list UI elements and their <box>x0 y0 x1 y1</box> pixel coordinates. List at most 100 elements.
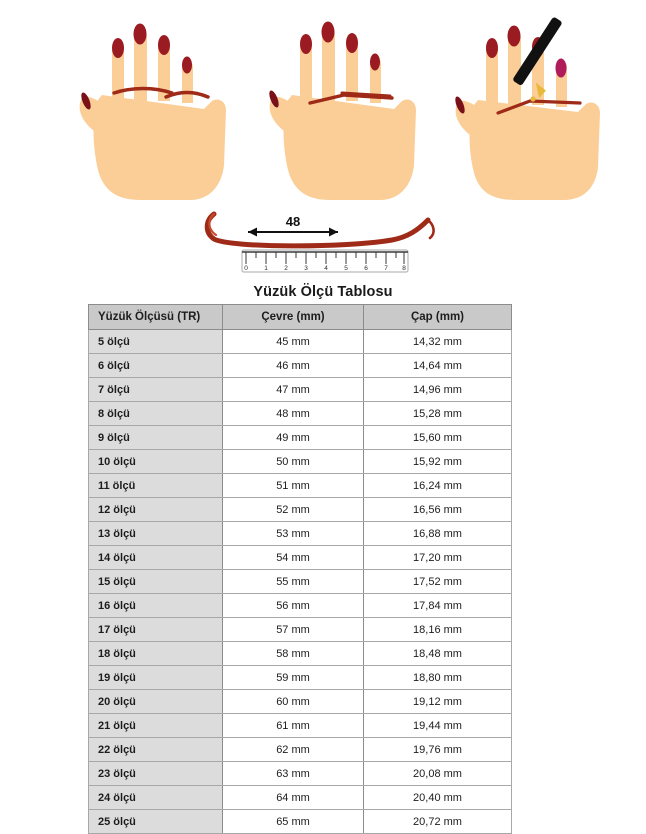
hand-shape <box>269 29 416 200</box>
ruler-tick-8: 8 <box>402 265 406 272</box>
cell-diameter: 14,32 mm <box>363 329 512 354</box>
cell-circumference: 58 mm <box>222 641 364 666</box>
cell-size: 9 ölçü <box>88 425 223 450</box>
cell-size: 15 ölçü <box>88 569 223 594</box>
cell-circumference: 59 mm <box>222 665 364 690</box>
table-row: 22 ölçü 62 mm 19,76 mm <box>88 737 512 762</box>
table-row: 8 ölçü 48 mm 15,28 mm <box>88 401 512 426</box>
table-row: 11 ölçü 51 mm 16,24 mm <box>88 473 512 498</box>
table-row: 18 ölçü 58 mm 18,48 mm <box>88 641 512 666</box>
ruler-tick-labels: 0 1 2 3 4 5 6 7 8 <box>244 265 406 272</box>
cell-diameter: 19,44 mm <box>363 713 512 738</box>
cell-circumference: 54 mm <box>222 545 364 570</box>
measuring-string <box>112 86 210 99</box>
cell-diameter: 18,80 mm <box>363 665 512 690</box>
cell-diameter: 19,12 mm <box>363 689 512 714</box>
ruler-tick-5: 5 <box>344 265 348 272</box>
cell-diameter: 15,60 mm <box>363 425 512 450</box>
cell-circumference: 50 mm <box>222 449 364 474</box>
cell-diameter: 15,92 mm <box>363 449 512 474</box>
fingernails <box>81 23 192 110</box>
page-title: Yüzük Ölçü Tablosu <box>253 284 393 300</box>
measurement-arrow <box>248 227 338 237</box>
cell-size: 5 ölçü <box>88 329 223 354</box>
cell-size: 7 ölçü <box>88 377 223 402</box>
table-row: 7 ölçü 47 mm 14,96 mm <box>88 377 512 402</box>
cell-circumference: 64 mm <box>222 785 364 810</box>
ruler: 0 1 2 3 4 5 6 7 8 <box>241 249 409 273</box>
cell-circumference: 60 mm <box>222 689 364 714</box>
measuring-string <box>308 91 394 105</box>
cell-size: 23 ölçü <box>88 761 223 786</box>
ruler-tick-6: 6 <box>364 265 368 272</box>
cell-size: 12 ölçü <box>88 497 223 522</box>
cell-diameter: 16,24 mm <box>363 473 512 498</box>
cell-size: 24 ölçü <box>88 785 223 810</box>
measuring-string <box>496 99 582 115</box>
table-row: 17 ölçü 57 mm 18,16 mm <box>88 617 512 642</box>
cell-circumference: 53 mm <box>222 521 364 546</box>
cell-size: 11 ölçü <box>88 473 223 498</box>
ruler-tick-2: 2 <box>284 265 288 272</box>
table-row: 15 ölçü 55 mm 17,52 mm <box>88 569 512 594</box>
cell-circumference: 49 mm <box>222 425 364 450</box>
ring-size-table-container: Yüzük Ölçüsü (TR) Çevre (mm) Çap (mm) 5 … <box>88 304 512 834</box>
table-row: 20 ölçü 60 mm 19,12 mm <box>88 689 512 714</box>
cell-circumference: 48 mm <box>222 401 364 426</box>
cell-size: 13 ölçü <box>88 521 223 546</box>
table-row: 19 ölçü 59 mm 18,80 mm <box>88 665 512 690</box>
ring-size-table: Yüzük Ölçüsü (TR) Çevre (mm) Çap (mm) 5 … <box>88 304 512 834</box>
marker-pen <box>513 17 562 102</box>
ruler-tick-4: 4 <box>324 265 328 272</box>
cell-circumference: 46 mm <box>222 353 364 378</box>
cell-diameter: 14,64 mm <box>363 353 512 378</box>
table-row: 25 ölçü 65 mm 20,72 mm <box>88 809 512 834</box>
ruler-tick-0: 0 <box>244 265 248 272</box>
table-body: 5 ölçü 45 mm 14,32 mm 6 ölçü 46 mm 14,64 mm 7 … <box>88 329 512 834</box>
table-row: 10 ölçü 50 mm 15,92 mm <box>88 449 512 474</box>
cell-size: 19 ölçü <box>88 665 223 690</box>
table-row: 14 ölçü 54 mm 17,20 mm <box>88 545 512 570</box>
table-header: Yüzük Ölçüsü (TR) Çevre (mm) Çap (mm) <box>88 304 512 330</box>
cell-size: 6 ölçü <box>88 353 223 378</box>
cell-circumference: 47 mm <box>222 377 364 402</box>
ruler-tick-7: 7 <box>384 265 388 272</box>
cell-diameter: 20,08 mm <box>363 761 512 786</box>
table-row: 12 ölçü 52 mm 16,56 mm <box>88 497 512 522</box>
table-row: 23 ölçü 63 mm 20,08 mm <box>88 761 512 786</box>
cell-circumference: 63 mm <box>222 761 364 786</box>
cell-circumference: 57 mm <box>222 617 364 642</box>
cell-diameter: 19,76 mm <box>363 737 512 762</box>
table-header-row: Yüzük Ölçüsü (TR) Çevre (mm) Çap (mm) <box>88 304 512 330</box>
measured-string <box>204 211 435 249</box>
column-header-diameter: Çap (mm) <box>363 304 512 330</box>
cell-diameter: 18,16 mm <box>363 617 512 642</box>
hand-with-string-around-ring-finger <box>62 5 262 200</box>
hand-with-string-unwrapped <box>252 5 452 200</box>
cell-diameter: 16,88 mm <box>363 521 512 546</box>
table-row: 24 ölçü 64 mm 20,40 mm <box>88 785 512 810</box>
table-row: 13 ölçü 53 mm 16,88 mm <box>88 521 512 546</box>
hand-shape <box>79 31 226 200</box>
cell-size: 16 ölçü <box>88 593 223 618</box>
ruler-tick-1: 1 <box>264 265 268 272</box>
table-row: 9 ölçü 49 mm 15,60 mm <box>88 425 512 450</box>
cell-circumference: 45 mm <box>222 329 364 354</box>
cell-diameter: 15,28 mm <box>363 401 512 426</box>
cell-diameter: 18,48 mm <box>363 641 512 666</box>
cell-circumference: 65 mm <box>222 809 364 834</box>
table-row: 16 ölçü 56 mm 17,84 mm <box>88 593 512 618</box>
cell-diameter: 20,72 mm <box>363 809 512 834</box>
measurement-value: 48 <box>286 214 300 229</box>
cell-size: 22 ölçü <box>88 737 223 762</box>
cell-size: 17 ölçü <box>88 617 223 642</box>
table-row: 5 ölçü 45 mm 14,32 mm <box>88 329 512 354</box>
cell-diameter: 17,84 mm <box>363 593 512 618</box>
cell-diameter: 16,56 mm <box>363 497 512 522</box>
column-header-circumference: Çevre (mm) <box>222 304 364 330</box>
string-on-ruler-figure: 48 0 1 2 3 4 5 6 7 8 <box>196 200 452 280</box>
instruction-illustrations <box>0 0 646 200</box>
cell-diameter: 14,96 mm <box>363 377 512 402</box>
cell-size: 14 ölçü <box>88 545 223 570</box>
cell-size: 18 ölçü <box>88 641 223 666</box>
